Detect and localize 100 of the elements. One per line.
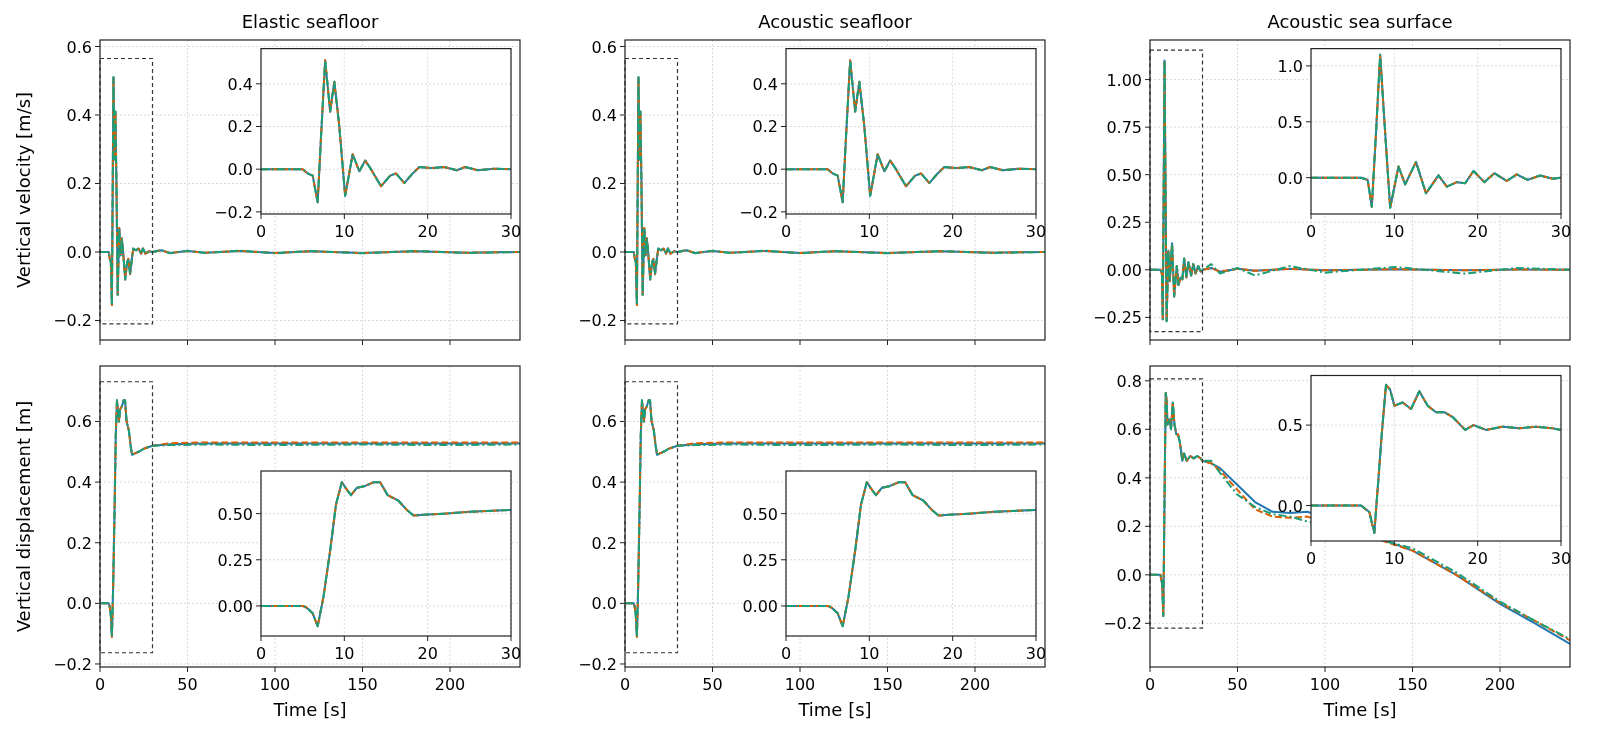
x-tick-label: 0 xyxy=(780,644,792,663)
x-tick-label: 50 xyxy=(702,675,723,694)
y-tick-label: −0.25 xyxy=(1092,308,1142,328)
line-series xyxy=(100,399,520,638)
x-tick-label: 10 xyxy=(1384,222,1405,241)
line-series xyxy=(1311,53,1561,209)
x-tick-label: 0 xyxy=(780,222,792,241)
x-tick-label: 20 xyxy=(1467,549,1488,568)
y-tick-label: 0.5 xyxy=(1277,112,1303,132)
x-tick-label: 0 xyxy=(94,675,106,694)
x-tick-label: 150 xyxy=(347,675,378,694)
chart-title: Acoustic sea surface xyxy=(1267,11,1453,32)
y-tick-label: 0.00 xyxy=(1106,260,1142,280)
y-tick-label: −0.2 xyxy=(578,654,617,674)
x-tick-label: 30 xyxy=(500,222,522,241)
y-tick-label: 0.2 xyxy=(227,117,253,137)
line-series xyxy=(261,59,511,204)
x-tick-label: 10 xyxy=(334,222,355,241)
y-tick-label: 0.6 xyxy=(66,37,92,57)
y-tick-label: 0.0 xyxy=(1116,565,1142,585)
x-tick-label: 20 xyxy=(942,644,963,663)
y-tick-label: 0.2 xyxy=(752,117,778,137)
x-tick-label: 30 xyxy=(1550,222,1572,241)
y-tick-label: 1.00 xyxy=(1106,70,1142,90)
chart-title: Acoustic seafloor xyxy=(758,11,913,32)
y-tick-label: −0.2 xyxy=(1103,614,1142,634)
x-tick-label: 0 xyxy=(255,644,267,663)
x-tick-label: 0 xyxy=(255,222,267,241)
x-tick-label: 0 xyxy=(1305,222,1317,241)
y-tick-label: 0.5 xyxy=(1277,416,1303,436)
y-tick-label: 0.2 xyxy=(66,174,92,194)
y-tick-label: −0.2 xyxy=(53,654,92,674)
y-tick-label: 1.0 xyxy=(1277,56,1303,76)
x-tick-label: 200 xyxy=(1484,675,1516,694)
y-tick-label: 0.25 xyxy=(1106,213,1142,233)
y-tick-label: 0.50 xyxy=(1106,165,1142,185)
y-axis-title: Vertical velocity [m/s] xyxy=(13,91,34,289)
line-series xyxy=(625,76,1045,307)
x-tick-label: 20 xyxy=(1467,222,1488,241)
line-series xyxy=(1150,59,1570,323)
line-series xyxy=(261,481,511,628)
y-tick-label: −0.2 xyxy=(53,311,92,331)
y-tick-label: −0.2 xyxy=(578,311,617,331)
x-tick-label: 20 xyxy=(417,222,438,241)
x-tick-label: 100 xyxy=(784,675,816,694)
y-tick-label: 0.4 xyxy=(752,74,778,94)
y-tick-label: 0.2 xyxy=(66,533,92,553)
x-tick-label: 10 xyxy=(334,644,355,663)
line-series xyxy=(786,481,1036,628)
y-tick-label: 0.25 xyxy=(217,550,253,570)
line-series xyxy=(786,59,1036,204)
y-tick-label: 0.4 xyxy=(66,106,92,125)
y-tick-label: 0.4 xyxy=(1116,468,1142,488)
x-tick-label: 0 xyxy=(619,675,631,694)
y-axis-title: Vertical displacement [m] xyxy=(13,400,34,633)
x-tick-label: 100 xyxy=(259,675,291,694)
y-tick-label: 0.00 xyxy=(742,596,778,616)
x-tick-label: 30 xyxy=(500,644,522,663)
x-tick-label: 200 xyxy=(959,675,991,694)
y-tick-label: 0.50 xyxy=(742,504,778,524)
y-tick-label: 0.6 xyxy=(66,412,92,432)
y-tick-label: 0.6 xyxy=(591,37,617,57)
x-tick-label: 30 xyxy=(1550,549,1572,568)
x-tick-label: 20 xyxy=(942,222,963,241)
x-axis-title: Time [s] xyxy=(797,699,872,720)
y-tick-label: 0.0 xyxy=(591,242,617,262)
x-tick-label: 50 xyxy=(1227,675,1248,694)
line-series xyxy=(1311,383,1561,534)
x-tick-label: 0 xyxy=(1305,549,1317,568)
y-tick-label: 0.00 xyxy=(217,596,253,616)
x-tick-label: 10 xyxy=(859,222,880,241)
x-axis-title: Time [s] xyxy=(1322,699,1397,720)
x-tick-label: 150 xyxy=(872,675,903,694)
x-tick-label: 20 xyxy=(417,644,438,663)
y-tick-label: 0.0 xyxy=(591,594,617,614)
y-tick-label: 0.6 xyxy=(591,412,617,432)
x-tick-label: 0 xyxy=(1144,675,1156,694)
y-tick-label: 0.2 xyxy=(591,533,617,553)
y-tick-label: 0.0 xyxy=(1277,496,1303,516)
y-tick-label: 0.4 xyxy=(591,106,617,125)
x-tick-label: 150 xyxy=(1397,675,1428,694)
chart-title: Elastic seafloor xyxy=(241,11,379,32)
y-tick-label: 0.0 xyxy=(1277,168,1303,188)
y-tick-label: 0.25 xyxy=(742,550,778,570)
x-tick-label: 10 xyxy=(1384,549,1405,568)
x-tick-label: 30 xyxy=(1025,644,1047,663)
y-tick-label: −0.2 xyxy=(739,202,778,222)
y-tick-label: 0.4 xyxy=(227,74,253,94)
x-tick-label: 100 xyxy=(1309,675,1341,694)
y-tick-label: 0.2 xyxy=(591,174,617,194)
x-tick-label: 10 xyxy=(859,644,880,663)
y-tick-label: 0.0 xyxy=(66,242,92,262)
y-tick-label: 0.4 xyxy=(591,473,617,493)
y-tick-label: 0.0 xyxy=(66,594,92,614)
y-tick-label: −0.2 xyxy=(214,202,253,222)
y-tick-label: 0.8 xyxy=(1116,371,1142,391)
x-axis-title: Time [s] xyxy=(272,699,347,720)
x-tick-label: 200 xyxy=(434,675,466,694)
y-tick-label: 0.0 xyxy=(227,160,253,180)
y-tick-label: 0.0 xyxy=(752,160,778,180)
